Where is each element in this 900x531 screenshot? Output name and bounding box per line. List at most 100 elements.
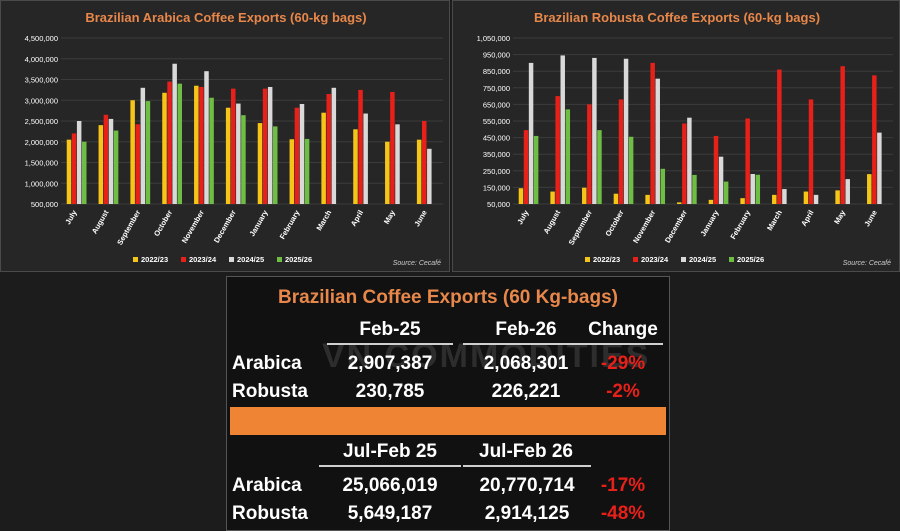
x-tick-label: September — [115, 208, 142, 246]
value-arabica-feb-25: 2,907,387 — [347, 353, 433, 374]
legend-swatch-2025-26 — [277, 257, 282, 262]
x-tick-label: August — [90, 208, 111, 235]
header-underline — [327, 343, 453, 345]
bar-july-2022-23 — [518, 188, 524, 204]
bar-february-2023-24 — [294, 107, 300, 204]
x-tick-label: June — [862, 209, 879, 229]
bar-may-2022-23 — [385, 141, 390, 204]
bar-january-2024-25 — [267, 86, 273, 204]
x-tick-label: January — [698, 208, 721, 238]
header-underline — [463, 343, 589, 345]
bar-november-2023-24 — [650, 62, 655, 205]
bar-january-2023-24 — [262, 88, 268, 204]
y-tick-label: 50,000 — [487, 200, 510, 209]
bar-september-2024-25 — [140, 87, 146, 204]
y-tick-label: 2,500,000 — [25, 117, 58, 126]
bar-april-2023-24 — [808, 99, 814, 204]
y-tick-label: 750,000 — [483, 84, 510, 93]
x-tick-label: May — [832, 208, 848, 226]
row-label-robusta: Robusta — [232, 381, 308, 402]
y-tick-label: 4,000,000 — [25, 55, 58, 64]
legend-swatch-2022-23 — [133, 257, 138, 262]
x-tick-label: September — [567, 208, 594, 246]
bar-october-2025-26 — [628, 136, 634, 204]
legend-swatch-2024-25 — [681, 257, 686, 262]
bar-december-2023-24 — [682, 123, 687, 204]
bar-february-2022-23 — [740, 198, 745, 204]
bar-september-2025-26 — [597, 130, 602, 204]
y-tick-label: 2,000,000 — [25, 138, 58, 147]
value-arabica-ytd-26: 20,770,714 — [479, 475, 575, 496]
value-robusta-ytd-26: 2,914,125 — [484, 503, 570, 524]
bar-august-2025-26 — [565, 109, 571, 204]
bar-august-2023-24 — [555, 96, 560, 204]
change-arabica-ytd: -17% — [600, 475, 646, 496]
bar-january-2024-25 — [718, 156, 724, 204]
bar-may-2024-25 — [845, 179, 850, 204]
x-tick-label: November — [631, 208, 657, 244]
bar-december-2024-25 — [236, 103, 241, 204]
y-tick-label: 1,000,000 — [25, 179, 58, 188]
bar-september-2023-24 — [587, 104, 592, 204]
bar-august-2025-26 — [113, 130, 119, 204]
x-tick-label: January — [247, 208, 270, 238]
y-tick-label: 950,000 — [483, 51, 510, 60]
bar-june-2022-23 — [416, 139, 422, 204]
bar-october-2024-25 — [172, 63, 177, 205]
value-robusta-ytd-25: 5,649,187 — [347, 503, 433, 524]
bar-november-2022-23 — [645, 194, 650, 204]
bar-november-2024-25 — [655, 78, 660, 204]
bar-june-2023-24 — [872, 75, 877, 204]
bar-november-2024-25 — [204, 71, 209, 204]
bar-june-2022-23 — [867, 174, 872, 204]
x-tick-label: June — [412, 209, 429, 229]
bar-july-2025-26 — [82, 141, 87, 204]
bar-april-2024-25 — [363, 113, 368, 204]
bar-may-2022-23 — [835, 190, 840, 204]
legend-label-2024-25: 2024/25 — [237, 255, 264, 264]
bar-may-2024-25 — [395, 124, 400, 204]
bar-february-2024-25 — [750, 173, 755, 204]
header-feb-26: Feb-26 — [495, 319, 557, 340]
y-tick-label: 350,000 — [483, 150, 510, 159]
y-tick-label: 850,000 — [483, 67, 510, 76]
x-tick-label: February — [278, 208, 302, 241]
bar-july-2024-25 — [76, 121, 82, 204]
x-tick-label: December — [212, 208, 238, 244]
bar-april-2024-25 — [813, 194, 819, 204]
bar-december-2024-25 — [687, 117, 692, 204]
bar-january-2022-23 — [708, 199, 714, 204]
bar-may-2023-24 — [390, 91, 395, 204]
legend-swatch-2023-24 — [633, 257, 638, 262]
chart-title: Brazilian Robusta Coffee Exports (60-kg … — [534, 10, 820, 25]
y-tick-label: 500,000 — [31, 200, 58, 209]
header-jul-feb-26: Jul-Feb 26 — [479, 441, 573, 462]
section-divider-band — [230, 407, 666, 435]
bar-september-2025-26 — [145, 101, 151, 204]
bar-january-2022-23 — [257, 123, 263, 204]
bar-november-2025-26 — [660, 168, 666, 204]
bar-october-2023-24 — [618, 99, 624, 204]
bar-may-2023-24 — [840, 66, 845, 204]
header-underline — [319, 465, 461, 467]
change-robusta-monthly: -2% — [606, 381, 640, 402]
bar-july-2025-26 — [533, 135, 539, 204]
change-robusta-ytd: -48% — [600, 503, 646, 524]
bar-january-2025-26 — [723, 181, 729, 204]
y-tick-label: 650,000 — [483, 100, 510, 109]
bar-february-2022-23 — [289, 139, 295, 204]
header-feb-25: Feb-25 — [359, 319, 421, 340]
bar-march-2024-25 — [331, 87, 337, 204]
y-tick-label: 1,500,000 — [25, 159, 58, 168]
bar-july-2024-25 — [528, 62, 534, 205]
header-underline — [463, 465, 591, 467]
bar-august-2023-24 — [103, 114, 109, 204]
bar-june-2023-24 — [421, 121, 427, 204]
y-tick-label: 1,050,000 — [477, 34, 510, 43]
bar-november-2023-24 — [199, 86, 204, 204]
x-tick-label: April — [799, 209, 815, 228]
y-tick-label: 3,500,000 — [25, 76, 58, 85]
value-arabica-feb-26: 2,068,301 — [483, 353, 569, 374]
value-arabica-ytd-25: 25,066,019 — [342, 475, 438, 496]
bar-february-2025-26 — [304, 138, 310, 204]
